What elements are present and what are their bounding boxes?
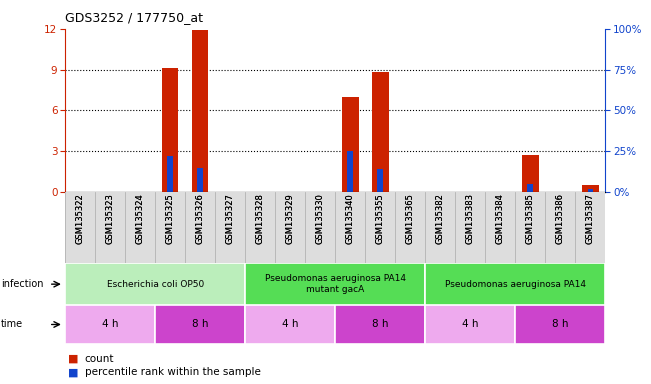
Bar [372,72,389,192]
Text: GSM135326: GSM135326 [196,194,204,244]
Text: Pseudomonas aeruginosa PA14: Pseudomonas aeruginosa PA14 [445,280,586,289]
Bar [245,263,425,305]
Text: GSM135327: GSM135327 [226,194,235,244]
Text: GSM135365: GSM135365 [406,194,415,244]
Text: GSM135384: GSM135384 [496,194,505,244]
Text: 8 h: 8 h [372,319,389,329]
Text: GSM135355: GSM135355 [376,194,385,244]
Text: 4 h: 4 h [102,319,118,329]
Text: GSM135329: GSM135329 [286,194,295,244]
Text: ■: ■ [68,354,79,364]
Text: GSM135365: GSM135365 [406,194,415,244]
Text: GSM135385: GSM135385 [526,194,535,244]
Bar [342,97,359,192]
Text: GSM135382: GSM135382 [436,194,445,244]
Text: GSM135383: GSM135383 [466,194,475,245]
Text: GSM135324: GSM135324 [135,194,145,244]
Text: GSM135355: GSM135355 [376,194,385,244]
Text: GSM135385: GSM135385 [526,194,535,244]
Text: GSM135383: GSM135383 [466,194,475,245]
Text: infection: infection [1,279,43,289]
Bar [155,305,245,344]
Bar [65,263,245,305]
Text: GSM135384: GSM135384 [496,194,505,244]
Text: 8 h: 8 h [192,319,208,329]
Text: GSM135386: GSM135386 [556,194,565,245]
Text: GSM135330: GSM135330 [316,194,325,244]
Text: Escherichia coli OP50: Escherichia coli OP50 [107,280,204,289]
Text: GSM135328: GSM135328 [256,194,265,244]
Text: time: time [1,319,23,329]
Bar [378,169,383,192]
Bar [197,167,203,192]
Text: GSM135340: GSM135340 [346,194,355,244]
Text: GSM135387: GSM135387 [586,194,595,245]
Text: 8 h: 8 h [552,319,569,329]
Bar [425,305,516,344]
Bar [167,156,173,192]
Text: GSM135324: GSM135324 [135,194,145,244]
Text: count: count [85,354,114,364]
Text: GSM135329: GSM135329 [286,194,295,244]
Text: GSM135323: GSM135323 [105,194,115,244]
Text: GSM135328: GSM135328 [256,194,265,244]
Text: percentile rank within the sample: percentile rank within the sample [85,367,260,377]
Text: 4 h: 4 h [282,319,299,329]
Text: GSM135387: GSM135387 [586,194,595,245]
Bar [348,151,353,192]
Text: GSM135326: GSM135326 [196,194,204,244]
Bar [65,305,155,344]
Text: GSM135325: GSM135325 [165,194,174,244]
Bar [335,305,425,344]
Text: GSM135382: GSM135382 [436,194,445,244]
Text: GSM135327: GSM135327 [226,194,235,244]
Text: ■: ■ [68,367,79,377]
Bar [582,185,599,192]
Text: GSM135340: GSM135340 [346,194,355,244]
Text: GDS3252 / 177750_at: GDS3252 / 177750_at [65,12,203,25]
Text: 4 h: 4 h [462,319,478,329]
Bar [245,305,335,344]
Text: GSM135322: GSM135322 [76,194,85,244]
Text: GSM135323: GSM135323 [105,194,115,244]
Bar [516,305,605,344]
Bar [527,184,533,192]
Bar [588,189,593,192]
Bar [425,263,605,305]
Bar [162,68,178,192]
Text: Pseudomonas aeruginosa PA14
mutant gacA: Pseudomonas aeruginosa PA14 mutant gacA [265,275,406,294]
Text: GSM135322: GSM135322 [76,194,85,244]
Text: GSM135330: GSM135330 [316,194,325,244]
Text: GSM135325: GSM135325 [165,194,174,244]
Bar [192,30,208,192]
Bar [522,155,538,192]
Text: GSM135386: GSM135386 [556,194,565,245]
